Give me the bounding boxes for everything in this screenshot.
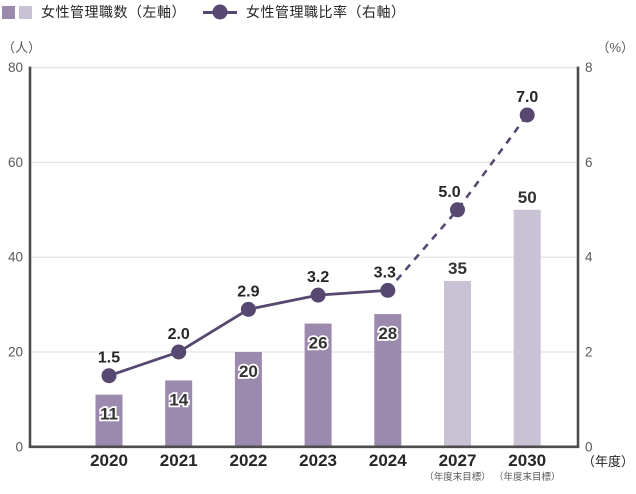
left-tick-label: 20 (8, 345, 23, 360)
right-tick-label: 8 (585, 60, 593, 75)
line-value-label: 1.5 (98, 350, 120, 367)
bar-2021 (165, 380, 193, 447)
left-tick-label: 80 (8, 60, 23, 75)
x-category-label: 2020 (90, 451, 128, 470)
line-value-label: 5.0 (438, 184, 460, 201)
line-value-label: 2.9 (237, 283, 259, 300)
right-tick-label: 2 (585, 345, 593, 360)
left-axis-unit: （人） (2, 40, 41, 55)
x-axis-unit: （年度） (582, 454, 634, 469)
bar-value-label: 50 (518, 188, 537, 207)
left-tick-label: 0 (15, 439, 23, 454)
x-category-label: 2030 (508, 451, 546, 470)
right-axis-unit: （%） (596, 40, 634, 55)
line-marker (450, 202, 465, 218)
right-tick-label: 4 (585, 250, 593, 265)
line-value-label: 3.3 (374, 264, 396, 281)
line-value-label: 3.2 (307, 269, 329, 286)
bar-value-label: 35 (448, 259, 467, 278)
left-tick-label: 40 (8, 250, 23, 265)
line-value-label: 7.0 (516, 89, 538, 106)
line-marker (310, 287, 326, 303)
bar-value-label: 26 (309, 334, 328, 353)
legend: 女性管理職数（左軸） 女性管理職比率（右軸） (2, 4, 411, 20)
x-category-note: （年度末目標） (494, 471, 561, 483)
legend-bar-swatch-actual-icon (2, 5, 15, 19)
right-tick-label: 0 (585, 439, 593, 454)
bar-2022 (234, 352, 262, 447)
x-category-label: 2022 (229, 451, 267, 470)
line-marker (380, 282, 396, 298)
left-tick-label: 60 (8, 155, 23, 170)
bar-value-label: 14 (169, 390, 188, 409)
legend-line-label: 女性管理職比率（右軸） (246, 4, 406, 20)
right-tick-label: 6 (585, 155, 593, 170)
line-marker (240, 301, 256, 317)
bar-value-label: 28 (378, 324, 397, 343)
line-marker (171, 344, 187, 360)
x-category-label: 2021 (160, 451, 198, 470)
line-marker (519, 107, 535, 123)
bar-2024 (374, 314, 402, 447)
line-value-label: 2.0 (168, 326, 190, 343)
bar-2023 (304, 323, 332, 447)
bar-value-label: 11 (100, 405, 118, 424)
bar-2027 (444, 280, 471, 447)
bar-value-label: 20 (239, 362, 258, 381)
x-category-label: 2023 (299, 451, 337, 470)
x-category-note: （年度末目標） (424, 471, 491, 483)
line-marker (101, 368, 117, 384)
legend-bar-label: 女性管理職数（左軸） (41, 4, 186, 20)
x-category-label: 2027 (439, 451, 477, 470)
x-category-label: 2024 (369, 451, 407, 470)
legend-bar-swatch-target-icon (19, 5, 32, 19)
bar-2020 (95, 394, 123, 447)
bar-2030 (513, 209, 541, 447)
legend-line-marker-icon (203, 4, 237, 20)
